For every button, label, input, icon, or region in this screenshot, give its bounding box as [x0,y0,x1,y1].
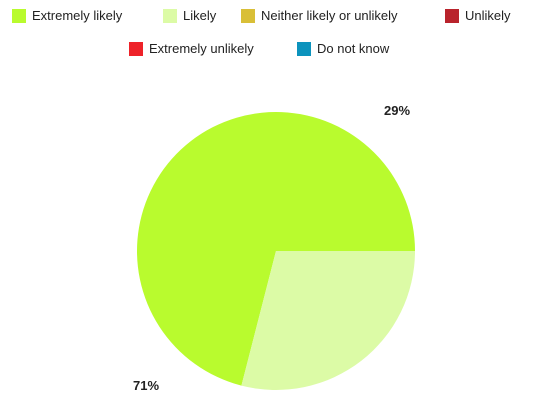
legend-label-0: Extremely likely [32,8,123,23]
legend-swatch-2 [241,9,255,23]
legend-swatch-0 [12,9,26,23]
legend-swatch-4 [129,42,143,56]
legend: Extremely likely Likely Neither likely or … [12,8,511,56]
legend-label-4: Extremely unlikely [149,41,254,56]
legend-swatch-1 [163,9,177,23]
pie-slices [137,111,416,390]
pie-slice-0 [137,111,416,386]
legend-label-2: Neither likely or unlikely [261,8,398,23]
pie-slice-1 [241,251,415,390]
data-label-1: 29% [384,103,410,118]
legend-swatch-3 [445,9,459,23]
data-label-0: 71% [133,378,159,393]
legend-label-1: Likely [183,8,217,23]
legend-label-5: Do not know [317,41,390,56]
legend-label-3: Unlikely [465,8,511,23]
legend-swatch-5 [297,42,311,56]
data-labels: 71% 29% [133,103,410,393]
